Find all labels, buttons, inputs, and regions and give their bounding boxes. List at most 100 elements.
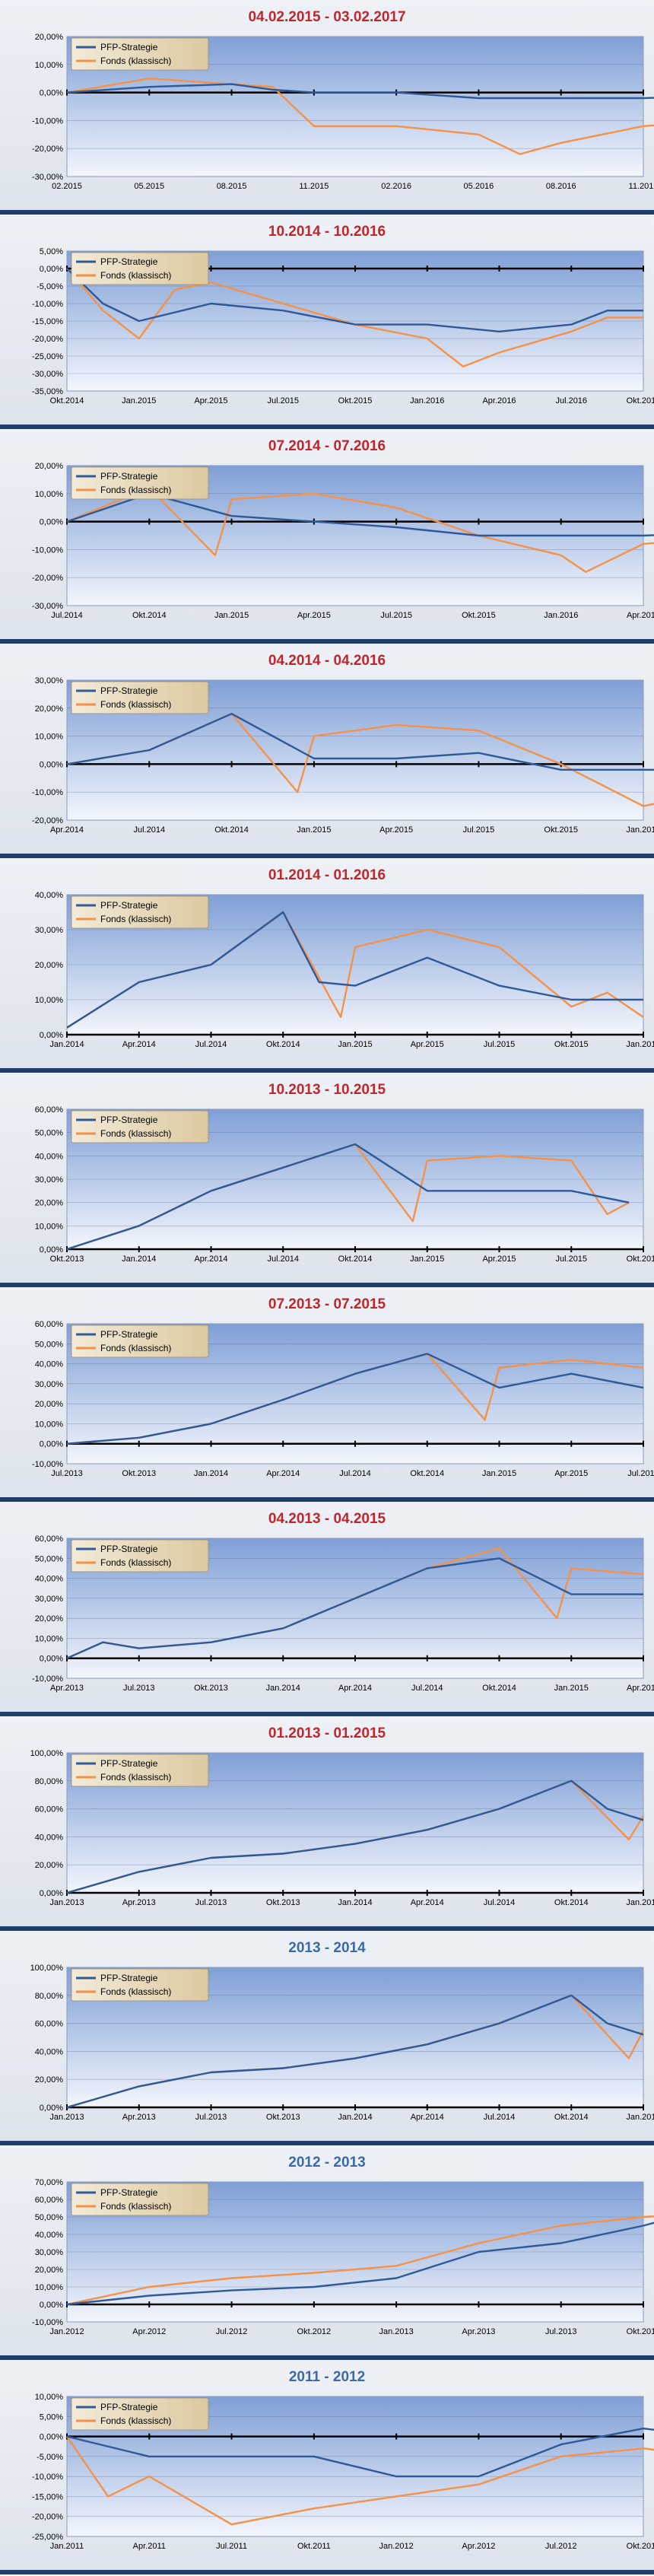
y-tick-label: -10,00%	[32, 788, 63, 797]
x-tick-label: Apr.2014	[338, 1684, 372, 1693]
series-line-fund	[66, 2435, 654, 2526]
chart-title: 04.2013 - 04.2015	[268, 1511, 386, 1527]
y-tick-label: 40,00%	[35, 1833, 64, 1842]
panel-separator	[0, 854, 654, 858]
x-tick-label: Jan.2016	[626, 825, 654, 835]
y-tick-label: 0,00%	[40, 1889, 63, 1898]
x-tick-label: Jul.2015	[380, 611, 412, 620]
y-tick-label: 0,00%	[40, 2104, 63, 2113]
x-tick-label: Jul.2014	[484, 1898, 516, 1907]
y-tick-label: 10,00%	[35, 61, 64, 70]
x-tick-label: Apr.2015	[554, 1469, 588, 1478]
x-tick-label: Apr.2013	[462, 2327, 495, 2336]
y-tick-label: 40,00%	[35, 1360, 64, 1369]
y-tick-label: 100,00%	[30, 1749, 64, 1758]
x-tick-label: Jan.2014	[266, 1684, 300, 1693]
x-tick-label: Apr.2013	[122, 2113, 156, 2122]
legend-label-fund: Fonds (klassisch)	[100, 699, 171, 710]
y-tick-label: -15,00%	[32, 317, 63, 326]
legend-label-fund: Fonds (klassisch)	[100, 1128, 171, 1139]
x-tick-label: Okt.2014	[410, 1469, 444, 1478]
series-line-strategy	[66, 268, 643, 332]
legend-box	[71, 252, 209, 285]
x-tick-label: Okt.2014	[132, 611, 167, 620]
x-tick-label: Jan.2012	[379, 2542, 414, 2551]
series-line-strategy	[66, 911, 643, 1029]
x-tick-label: Jan.2013	[49, 1898, 84, 1907]
x-tick-label: Okt.2014	[554, 2113, 589, 2122]
y-tick-label: 20,00%	[35, 462, 64, 471]
chart-panel-1: 10.2014 - 10.2016 5,00% 0,00% -5,00% -10,00%…	[0, 215, 654, 429]
x-tick-label: Okt.2014	[266, 1040, 300, 1049]
x-tick-label: Apr.2014	[411, 1898, 444, 1907]
y-tick-label: -20,00%	[32, 574, 63, 583]
y-tick-label: 0,00%	[40, 2301, 63, 2310]
x-tick-label: Jan.2015	[122, 396, 156, 405]
x-tick-label: 02.2016	[381, 182, 411, 191]
legend-label-fund: Fonds (klassisch)	[100, 485, 171, 495]
x-tick-label: Apr.2014	[122, 1040, 156, 1049]
x-tick-label: Apr.2014	[411, 2113, 444, 2122]
chart-panel-3: 04.2014 - 04.2016 30,00% 20,00% 10,00% 0,00%…	[0, 644, 654, 858]
x-tick-label: 05.2015	[134, 182, 164, 191]
x-tick-label: 08.2016	[546, 182, 576, 191]
y-tick-label: 60,00%	[35, 2196, 64, 2205]
y-tick-label: 80,00%	[35, 1777, 64, 1786]
x-tick-label: Okt.2014	[482, 1684, 516, 1693]
x-tick-label: Apr.2015	[482, 1255, 516, 1264]
legend-label-fund: Fonds (klassisch)	[100, 1343, 171, 1353]
legend-label-strategy: PFP-Strategie	[100, 1973, 158, 1983]
x-tick-label: Apr.2016	[482, 396, 516, 405]
x-tick-label: Jul.2014	[339, 1469, 371, 1478]
y-tick-label: 30,00%	[35, 1175, 64, 1185]
legend-box	[71, 1754, 209, 1787]
y-tick-label: 10,00%	[35, 1634, 64, 1643]
series-line-fund	[66, 487, 654, 573]
x-tick-label: Jan.2016	[544, 611, 578, 620]
panel-separator	[0, 639, 654, 644]
x-tick-label: Jan.2015	[554, 1684, 589, 1693]
x-tick-label: Jan.2015	[482, 1469, 516, 1478]
chart-title: 04.2014 - 04.2016	[268, 653, 386, 669]
y-tick-label: 60,00%	[35, 1534, 64, 1544]
series-line-fund	[66, 77, 654, 155]
legend-label-fund: Fonds (klassisch)	[100, 56, 171, 66]
y-tick-label: 40,00%	[35, 2047, 64, 2056]
chart-title: 01.2013 - 01.2015	[268, 1725, 386, 1741]
y-tick-label: 0,00%	[40, 760, 63, 769]
legend-label-strategy: PFP-Strategie	[100, 256, 158, 267]
chart-panel-10: 2012 - 2013 70,00% 60,00% 50,00% 40,00% 30,00…	[0, 2145, 654, 2360]
y-tick-label: -15,00%	[32, 2492, 63, 2501]
x-tick-label: Jan.2012	[49, 2327, 84, 2336]
y-tick-label: -5,00%	[37, 282, 63, 291]
x-tick-label: Jul.2013	[195, 2113, 227, 2122]
x-tick-label: Jan.2015	[410, 1255, 444, 1264]
x-tick-label: Jan.2014	[49, 1040, 84, 1049]
series-line-strategy	[66, 713, 654, 771]
x-tick-label: Jan.2014	[338, 1898, 372, 1907]
y-tick-label: 20,00%	[35, 1614, 64, 1624]
y-tick-label: -10,00%	[32, 2473, 63, 2482]
x-tick-label: Okt.2012	[627, 2542, 654, 2551]
x-tick-label: Apr.2014	[266, 1469, 300, 1478]
y-tick-label: 40,00%	[35, 1152, 64, 1161]
chart-title: 04.02.2015 - 03.02.2017	[248, 9, 405, 25]
x-tick-label: Jan.2011	[50, 2542, 84, 2551]
x-tick-label: Jul.2011	[216, 2542, 247, 2551]
x-tick-label: Jul.2012	[545, 2542, 577, 2551]
x-tick-label: Okt.2012	[297, 2327, 332, 2336]
y-tick-label: -10,00%	[32, 300, 63, 309]
x-tick-label: Apr.2016	[627, 611, 654, 620]
y-tick-label: 50,00%	[35, 1129, 64, 1138]
y-tick-label: -10,00%	[32, 1674, 63, 1684]
x-tick-label: 05.2016	[464, 182, 494, 191]
legend-label-fund: Fonds (klassisch)	[100, 1557, 171, 1568]
series-line-strategy	[66, 1779, 644, 1894]
y-tick-label: 5,00%	[40, 247, 63, 256]
x-tick-label: Jan.2014	[194, 1469, 228, 1478]
y-tick-label: 60,00%	[35, 1805, 64, 1814]
legend-label-strategy: PFP-Strategie	[100, 1758, 158, 1769]
y-tick-label: 20,00%	[35, 961, 64, 970]
chart-title: 10.2014 - 10.2016	[268, 224, 386, 240]
y-tick-label: 20,00%	[35, 2266, 64, 2275]
